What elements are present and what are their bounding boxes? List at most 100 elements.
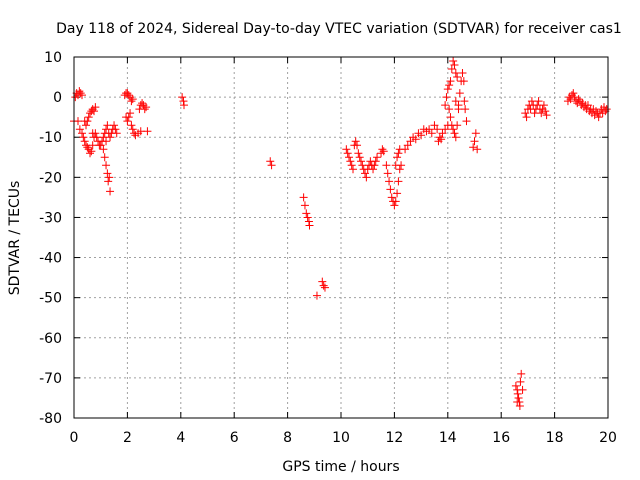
data-point — [103, 121, 112, 130]
data-point — [106, 187, 115, 196]
data-point — [319, 281, 328, 290]
plot-frame — [73, 56, 609, 419]
data-point — [385, 177, 394, 186]
data-point — [351, 137, 360, 146]
data-point — [142, 103, 151, 112]
data-point — [357, 157, 366, 166]
data-point — [371, 157, 380, 166]
data-point — [378, 145, 387, 154]
data-point — [104, 177, 113, 186]
y-tick-label: -20 — [39, 170, 62, 186]
data-point — [516, 377, 525, 386]
data-point — [427, 129, 436, 138]
data-point — [103, 169, 112, 178]
data-point — [318, 277, 327, 286]
data-point — [358, 161, 367, 170]
data-point — [74, 117, 83, 126]
data-point — [391, 197, 400, 206]
x-tick-label: 0 — [70, 430, 79, 446]
data-point — [387, 193, 396, 202]
data-point — [449, 57, 458, 66]
data-point — [124, 113, 133, 122]
data-point — [514, 393, 523, 402]
data-point — [435, 133, 444, 142]
y-tick-label: -70 — [39, 371, 62, 387]
data-point — [539, 101, 548, 110]
data-point — [90, 107, 99, 116]
data-point — [437, 135, 446, 144]
data-point — [180, 101, 189, 110]
data-point — [451, 133, 460, 142]
data-point — [373, 153, 382, 162]
data-point — [343, 149, 352, 158]
data-point — [425, 125, 434, 134]
data-point — [86, 109, 95, 118]
data-point — [123, 117, 132, 126]
data-point — [86, 149, 95, 158]
data-point — [92, 133, 101, 142]
data-point — [453, 121, 462, 130]
data-point — [459, 77, 468, 86]
data-point — [82, 121, 91, 130]
data-point — [393, 153, 402, 162]
data-point — [443, 85, 452, 94]
data-point — [450, 61, 459, 70]
x-tick-label: 2 — [123, 430, 132, 446]
y-tick-label: 10 — [44, 50, 62, 66]
data-point — [451, 69, 460, 78]
data-point — [82, 141, 91, 150]
data-point — [455, 89, 464, 98]
data-point — [123, 89, 132, 98]
data-point — [517, 369, 526, 378]
data-point — [106, 133, 115, 142]
data-point — [354, 149, 363, 158]
data-point — [527, 97, 536, 106]
data-point — [99, 133, 108, 142]
data-point — [312, 291, 321, 300]
x-tick-label: 20 — [599, 430, 617, 446]
data-point — [88, 141, 97, 150]
data-point — [583, 101, 592, 110]
data-point — [530, 109, 539, 118]
data-point — [473, 145, 482, 154]
data-point — [370, 161, 379, 170]
data-point — [521, 109, 530, 118]
data-point — [533, 101, 542, 110]
x-tick-label: 4 — [176, 430, 185, 446]
data-point — [138, 99, 147, 108]
data-point — [353, 141, 362, 150]
data-point — [355, 153, 364, 162]
grid-lines — [74, 57, 608, 418]
data-point — [417, 131, 426, 140]
data-point — [441, 125, 450, 134]
data-point — [450, 129, 459, 138]
data-point — [449, 125, 458, 134]
data-point — [91, 103, 100, 112]
data-point — [78, 91, 87, 100]
data-point — [446, 77, 455, 86]
data-point — [299, 193, 308, 202]
x-tick-label: 10 — [332, 430, 350, 446]
data-point — [267, 161, 276, 170]
y-axis-label: SDTVAR / TECUs — [7, 181, 23, 296]
data-point — [403, 141, 412, 150]
data-point — [458, 69, 467, 78]
data-point — [102, 137, 111, 146]
data-point — [346, 157, 355, 166]
data-point — [574, 95, 583, 104]
data-point — [112, 129, 121, 138]
data-point — [522, 113, 531, 122]
data-point — [471, 129, 480, 138]
data-point — [393, 189, 402, 198]
data-point — [91, 129, 100, 138]
data-point — [369, 165, 378, 174]
data-point — [411, 135, 420, 144]
data-point — [542, 111, 551, 120]
data-point — [105, 173, 114, 182]
data-point — [78, 129, 87, 138]
data-point — [361, 169, 370, 178]
data-point — [430, 121, 439, 130]
data-point — [461, 105, 470, 114]
data-point — [394, 177, 403, 186]
